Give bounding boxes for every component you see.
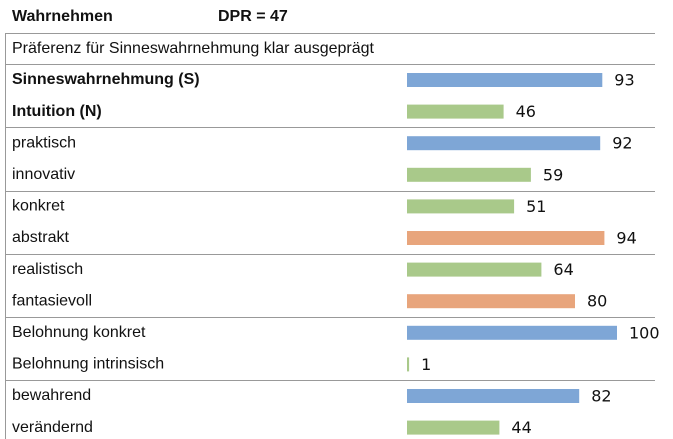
category-label: innovativ (12, 166, 75, 183)
score: DPR = 47 (218, 8, 288, 25)
bar (407, 389, 580, 403)
value-label: 93 (614, 71, 634, 90)
bar (407, 199, 515, 214)
bar (407, 167, 531, 182)
category-label: konkret (12, 198, 65, 215)
value-label: 51 (526, 197, 546, 216)
bar (407, 136, 601, 151)
value-label: 80 (587, 292, 607, 311)
chart-title: Wahrnehmen (12, 8, 113, 25)
category-label: Intuition (N) (12, 103, 102, 120)
category-label: praktisch (12, 134, 76, 151)
category-label: verändernd (12, 419, 93, 436)
bar (407, 73, 603, 87)
value-label: 100 (629, 323, 660, 342)
value-label: 59 (543, 165, 563, 184)
value-label: 92 (612, 134, 632, 153)
bar (407, 420, 500, 435)
subtitle: Präferenz für Sinneswahrnehmung klar aus… (12, 40, 375, 57)
value-label: 46 (516, 102, 536, 121)
category-label: Belohnung konkret (12, 324, 146, 341)
category-label: Sinneswahrnehmung (S) (12, 71, 200, 88)
bar (407, 357, 410, 372)
value-label: 64 (553, 260, 573, 279)
value-label: 44 (511, 418, 531, 437)
category-label: fantasievoll (12, 292, 92, 309)
bar (407, 294, 575, 309)
bar (407, 231, 605, 245)
category-label: abstrakt (12, 229, 69, 246)
category-label: Belohnung intrinsisch (12, 356, 164, 373)
bar (407, 325, 617, 340)
category-label: bewahrend (12, 387, 91, 404)
value-label: 82 (591, 387, 611, 406)
value-label: 94 (616, 229, 636, 248)
bar (407, 104, 504, 119)
value-label: 1 (421, 355, 431, 374)
category-label: realistisch (12, 261, 83, 278)
bar (407, 262, 542, 277)
